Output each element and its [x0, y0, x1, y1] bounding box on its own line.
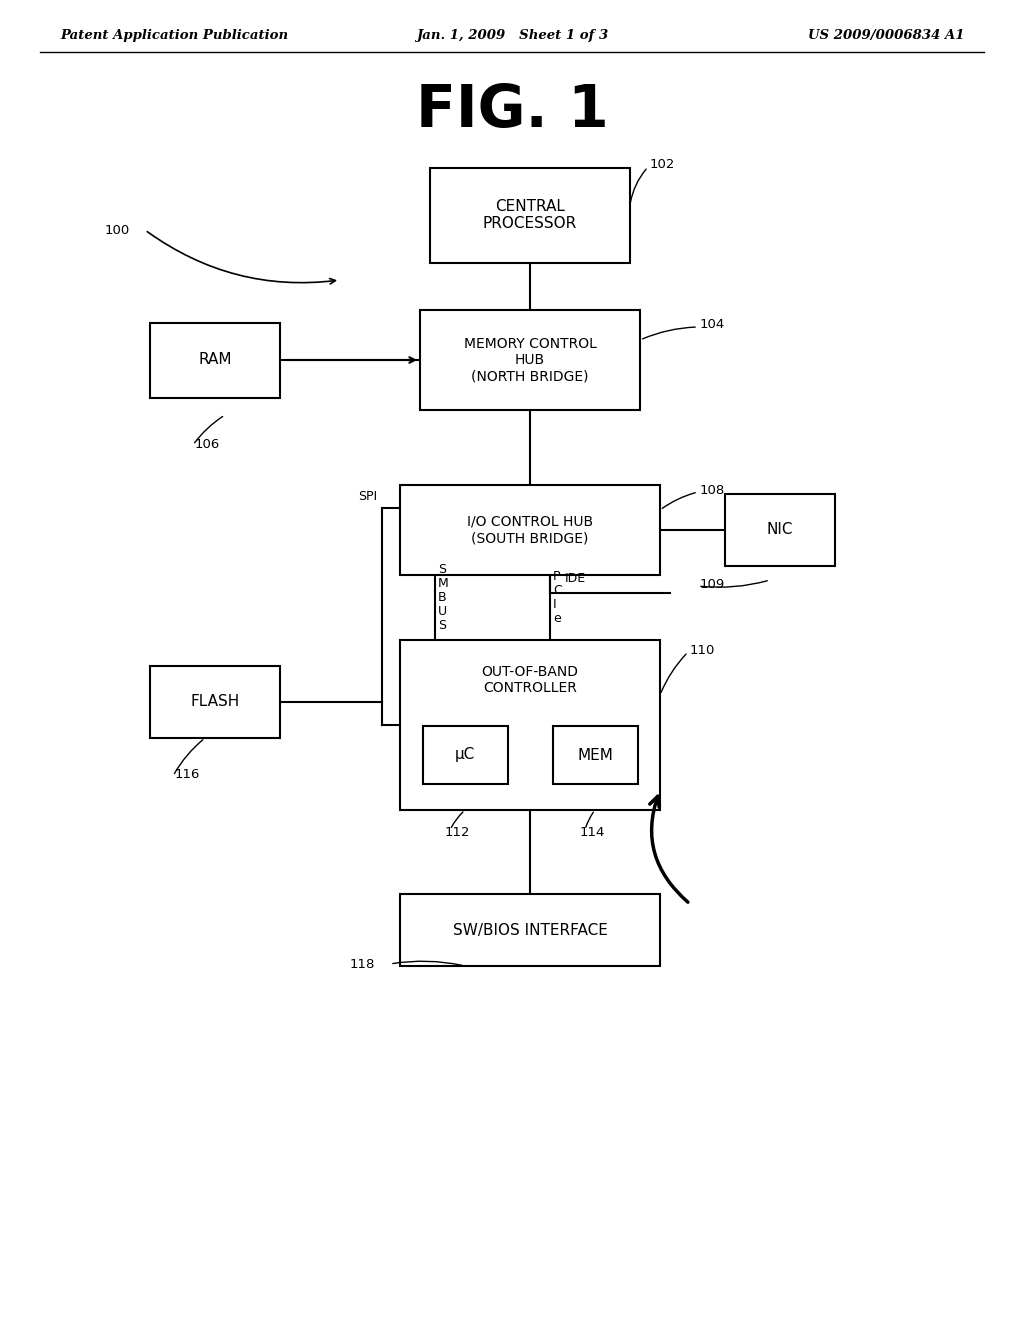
Text: FLASH: FLASH — [190, 694, 240, 710]
Text: 112: 112 — [445, 825, 470, 838]
FancyArrowPatch shape — [650, 796, 688, 902]
Text: I/O CONTROL HUB
(SOUTH BRIDGE): I/O CONTROL HUB (SOUTH BRIDGE) — [467, 515, 593, 545]
Bar — [400, 894, 660, 966]
Text: 104: 104 — [700, 318, 725, 331]
FancyArrowPatch shape — [586, 812, 593, 828]
Text: SPI: SPI — [357, 490, 377, 503]
Text: CENTRAL
PROCESSOR: CENTRAL PROCESSOR — [483, 199, 578, 231]
FancyArrowPatch shape — [195, 417, 222, 442]
Text: 102: 102 — [650, 158, 676, 172]
Bar — [400, 484, 660, 576]
Text: S
M
B
U
S: S M B U S — [438, 564, 449, 632]
Bar — [150, 322, 280, 397]
FancyArrowPatch shape — [452, 812, 463, 828]
FancyArrowPatch shape — [663, 492, 695, 508]
FancyArrowPatch shape — [700, 581, 767, 587]
Text: SW/BIOS INTERFACE: SW/BIOS INTERFACE — [453, 923, 607, 937]
Text: P
C
I
e: P C I e — [553, 570, 562, 624]
FancyArrowPatch shape — [174, 739, 203, 774]
Text: IDE: IDE — [565, 572, 586, 585]
Bar — [725, 494, 835, 566]
Text: NIC: NIC — [767, 523, 794, 537]
Bar — [420, 310, 640, 411]
Text: 114: 114 — [580, 825, 605, 838]
FancyArrowPatch shape — [147, 231, 336, 284]
FancyArrowPatch shape — [642, 327, 695, 339]
Text: FIG. 1: FIG. 1 — [416, 82, 608, 139]
Text: US 2009/0006834 A1: US 2009/0006834 A1 — [808, 29, 964, 41]
Text: 108: 108 — [700, 483, 725, 496]
Text: 109: 109 — [700, 578, 725, 591]
Bar — [423, 726, 508, 784]
Text: 116: 116 — [175, 768, 201, 781]
Bar — [430, 168, 630, 263]
Text: 106: 106 — [195, 438, 220, 451]
Text: MEM: MEM — [578, 747, 613, 763]
Text: μC: μC — [455, 747, 475, 763]
Text: Jan. 1, 2009   Sheet 1 of 3: Jan. 1, 2009 Sheet 1 of 3 — [416, 29, 608, 41]
FancyArrowPatch shape — [393, 961, 462, 965]
Bar — [400, 640, 660, 810]
Text: OUT-OF-BAND
CONTROLLER: OUT-OF-BAND CONTROLLER — [481, 665, 579, 696]
FancyArrowPatch shape — [662, 653, 686, 693]
Text: 110: 110 — [690, 644, 716, 656]
FancyArrowPatch shape — [631, 169, 646, 202]
Bar — [150, 667, 280, 738]
Text: 118: 118 — [350, 958, 376, 972]
Bar — [553, 726, 638, 784]
Text: RAM: RAM — [199, 352, 231, 367]
Text: Patent Application Publication: Patent Application Publication — [60, 29, 288, 41]
Text: MEMORY CONTROL
HUB
(NORTH BRIDGE): MEMORY CONTROL HUB (NORTH BRIDGE) — [464, 337, 596, 383]
Text: 100: 100 — [104, 223, 130, 236]
